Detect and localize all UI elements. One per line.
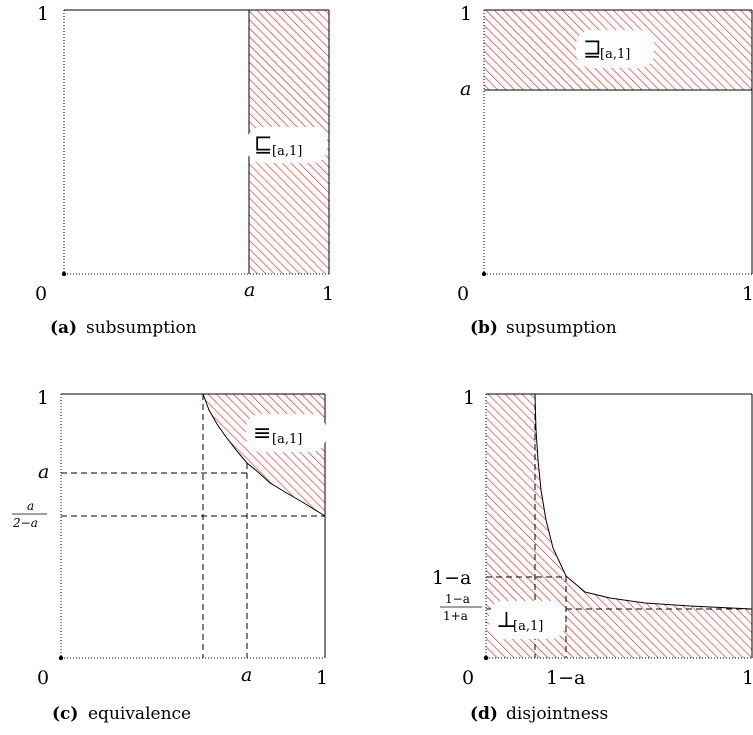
panel-d-y-frac-num: 1−a — [445, 592, 470, 606]
panel-b-x-right-label: 1 — [742, 283, 753, 305]
panel-c-symbol: ≡ — [253, 421, 271, 446]
panel-c-y-a-label: a — [38, 461, 49, 483]
panel-b-caption-text: supsumption — [506, 318, 617, 338]
panel-c-origin-label: 0 — [37, 667, 49, 689]
panel-d-y-frac-den: 1+a — [443, 609, 468, 623]
panel-d-caption-letter: (d) — [470, 704, 498, 724]
panel-d-x-right-label: 1 — [742, 667, 753, 689]
panel-b-symbol: ⊒ — [583, 37, 602, 62]
panel-b-symbol-sub: [a,1] — [600, 47, 630, 62]
panel-c-equivalence: 1 a a 2−a 0 a 1 ≡ [a,1] (c) equivalence — [12, 387, 328, 724]
panel-d-origin-label: 0 — [462, 667, 474, 689]
panel-d-boundary-curve — [535, 394, 752, 609]
panel-d-origin-dot — [484, 656, 488, 660]
panel-a-symbol-sub: [a,1] — [272, 144, 302, 159]
panel-a-origin-dot — [62, 272, 66, 276]
panel-d-symbol-sub: [a,1] — [513, 619, 543, 634]
panel-a-origin-label: 0 — [35, 283, 47, 305]
panel-b-supsumption: 1 a 0 1 ⊒ [a,1] (b) supsumption — [457, 3, 753, 338]
panel-b-origin-label: 0 — [457, 283, 469, 305]
panel-d-x-1ma-label: 1−a — [546, 667, 585, 689]
panel-b-y-top-label: 1 — [460, 3, 472, 25]
panel-b-origin-dot — [482, 272, 486, 276]
panel-c-x-right-label: 1 — [316, 667, 328, 689]
panel-c-y-frac-num: a — [27, 499, 34, 513]
panel-c-symbol-sub: [a,1] — [272, 432, 302, 447]
panel-a-x-right-label: 1 — [322, 283, 334, 305]
panel-b-caption-letter: (b) — [470, 318, 498, 338]
panel-c-caption-text: equivalence — [88, 704, 191, 724]
panel-a-y-top-label: 1 — [37, 3, 49, 25]
panel-d-disjointness: 1 1−a 1−a 1+a 0 1−a 1 ⊥ [a,1] (d) disjoi… — [432, 387, 753, 724]
panel-c-y-frac-den: 2−a — [12, 516, 38, 530]
panel-b-y-a-label: a — [460, 78, 471, 100]
panel-c-hatched-region — [203, 394, 325, 516]
panel-c-y-top-label: 1 — [37, 387, 49, 409]
panel-a-caption-text: subsumption — [86, 318, 197, 338]
panel-c-caption-letter: (c) — [52, 704, 78, 724]
panel-d-y-top-label: 1 — [463, 387, 475, 409]
panel-c-x-a-label: a — [241, 664, 252, 686]
panel-a-symbol: ⊑ — [254, 133, 273, 158]
panel-a-subsumption: 1 0 a 1 ⊑ [a,1] (a) subsumption — [35, 3, 334, 338]
panel-d-caption-text: disjointness — [506, 704, 608, 724]
panel-c-origin-dot — [59, 656, 63, 660]
panel-a-caption-letter: (a) — [50, 318, 77, 338]
panel-a-x-a-label: a — [244, 279, 255, 301]
panel-d-y-1ma-label: 1−a — [432, 567, 471, 589]
